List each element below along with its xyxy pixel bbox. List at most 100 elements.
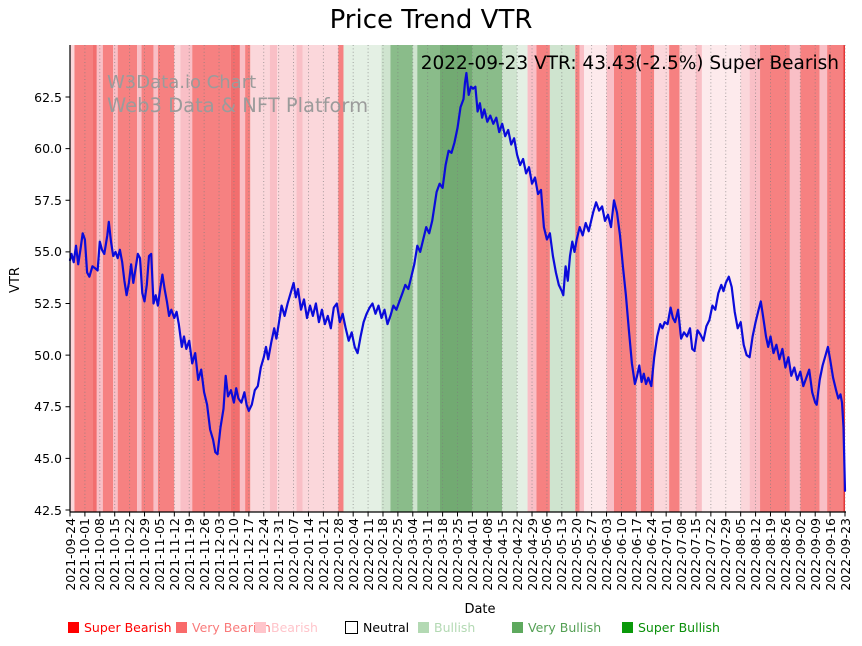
sentiment-band-bearish <box>579 45 585 512</box>
x-tick-label: 2021-10-15 <box>107 518 123 591</box>
x-tick-label: 2022-01-14 <box>300 518 316 591</box>
sentiment-band-bearish_light <box>740 45 750 512</box>
sentiment-band-bearish <box>96 45 103 512</box>
x-tick-label: 2022-06-10 <box>613 518 629 591</box>
x-tick-label: 2022-04-29 <box>524 518 540 591</box>
sentiment-band-very_bearish_dark <box>230 45 240 512</box>
x-tick-label: 2021-12-24 <box>256 518 272 591</box>
x-tick-label: 2021-11-05 <box>151 518 167 591</box>
y-tick-label: 60.0 <box>34 141 62 157</box>
legend-item-super-bearish: Super Bearish <box>68 620 172 635</box>
x-tick-label: 2022-05-13 <box>554 518 570 591</box>
sentiment-band-bullish_light <box>549 45 576 512</box>
legend-item-neutral: Neutral <box>345 620 409 635</box>
sentiment-band-bullish <box>417 45 440 512</box>
sentiment-band-bearish_light <box>679 45 696 512</box>
x-tick-label: 2022-01-07 <box>286 518 302 591</box>
sentiment-band-bullish_light <box>381 45 391 512</box>
x-tick-label: 2022-04-08 <box>479 518 495 591</box>
sentiment-band-bullish_xlight <box>343 45 382 512</box>
x-tick-label: 2022-08-26 <box>777 518 793 591</box>
x-tick-label: 2021-11-19 <box>181 518 197 591</box>
sentiment-band-very_bearish_dark <box>92 45 97 512</box>
x-tick-label: 2022-03-11 <box>420 518 436 591</box>
sentiment-band-bearish <box>269 45 278 512</box>
sentiment-band-bearish_light <box>302 45 339 512</box>
x-tick-label: 2022-05-27 <box>584 518 600 591</box>
x-tick-label: 2022-06-03 <box>599 518 615 591</box>
x-tick-label: 2022-05-20 <box>569 518 585 591</box>
x-tick-label: 2022-06-24 <box>643 518 659 591</box>
x-tick-label: 2022-04-22 <box>509 518 525 591</box>
sentiment-band-very_bearish <box>245 45 251 512</box>
sentiment-band-bearish <box>296 45 303 512</box>
y-tick-label: 50.0 <box>34 347 62 363</box>
sentiment-band-bearish <box>137 45 142 512</box>
y-tick-label: 57.5 <box>34 192 62 208</box>
sentiment-band-bearish <box>819 45 828 512</box>
sentiment-band-very_bearish <box>102 45 114 512</box>
sentiment-band-bearish_light <box>654 45 670 512</box>
x-tick-label: 2022-09-09 <box>807 518 823 591</box>
legend-label: Neutral <box>363 620 410 635</box>
x-tick-label: 2022-03-04 <box>405 518 421 591</box>
legend-label: Bullish <box>434 620 476 635</box>
legend-swatch-icon <box>345 621 358 634</box>
x-tick-label: 2021-10-08 <box>92 518 108 591</box>
sentiment-band-bullish <box>390 45 413 512</box>
legend-swatch-icon <box>622 622 633 633</box>
y-tick-label: 45.0 <box>34 450 62 466</box>
legend-swatch-icon <box>255 622 266 633</box>
legend-label: Super Bullish <box>638 620 720 635</box>
legend-label: Very Bearish <box>192 620 271 635</box>
x-tick-label: 2022-01-21 <box>315 518 331 591</box>
legend-label: Very Bullish <box>528 620 602 635</box>
legend-item-bullish: Bullish <box>418 620 475 635</box>
sentiment-band-bearish <box>606 45 614 512</box>
legend-label: Bearish <box>271 620 318 635</box>
x-tick-label: 2022-07-29 <box>718 518 734 591</box>
sentiment-band-bearish_light <box>70 45 75 512</box>
sentiment-band-very_bearish <box>640 45 655 512</box>
x-tick-label: 2022-02-25 <box>390 518 406 591</box>
y-tick-label: 55.0 <box>34 244 62 260</box>
x-tick-label: 2021-12-31 <box>271 518 287 591</box>
sentiment-band-bearish <box>789 45 801 512</box>
x-tick-label: 2021-12-17 <box>241 518 257 591</box>
x-tick-label: 2021-12-10 <box>226 518 242 591</box>
x-tick-label: 2021-10-01 <box>77 518 93 591</box>
sentiment-band-very_bearish <box>192 45 231 512</box>
sentiment-band-bearish <box>239 45 246 512</box>
sentiment-band-very_bearish <box>669 45 680 512</box>
legend-swatch-icon <box>68 622 79 633</box>
y-tick-label: 42.5 <box>34 502 62 518</box>
legend-item-super-bullish: Super Bullish <box>622 620 720 635</box>
x-tick-label: 2022-09-23 <box>837 518 853 591</box>
sentiment-band-bearish <box>636 45 641 512</box>
x-tick-label: 2021-11-26 <box>196 518 212 591</box>
sentiment-band-very_bearish <box>800 45 820 512</box>
sentiment-band-very_bearish <box>157 45 175 512</box>
vtr-line <box>68 71 847 492</box>
sentiment-band-bullish_xlight <box>517 45 528 512</box>
x-tick-label: 2022-03-25 <box>450 518 465 591</box>
x-tick-label: 2022-09-02 <box>792 518 808 591</box>
x-tick-label: 2022-06-17 <box>628 518 644 591</box>
legend-label: Super Bearish <box>84 620 172 635</box>
x-tick-label: 2022-08-12 <box>748 518 764 591</box>
legend-swatch-icon <box>512 622 523 633</box>
x-tick-label: 2022-08-19 <box>762 518 778 591</box>
sentiment-band-bearish <box>153 45 158 512</box>
x-tick-label: 2021-09-24 <box>62 518 78 591</box>
x-tick-label: 2021-10-22 <box>122 518 138 591</box>
sentiment-band-bullish_light <box>412 45 418 512</box>
x-tick-label: 2022-07-22 <box>703 518 719 591</box>
sentiment-band-bearish <box>180 45 193 512</box>
chart-title: Price Trend VTR <box>329 5 533 35</box>
x-tick-label: 2021-10-29 <box>137 518 153 591</box>
x-tick-label: 2022-01-28 <box>330 518 346 591</box>
sentiment-band-bearish <box>695 45 702 512</box>
x-tick-label: 2022-05-06 <box>539 518 555 591</box>
